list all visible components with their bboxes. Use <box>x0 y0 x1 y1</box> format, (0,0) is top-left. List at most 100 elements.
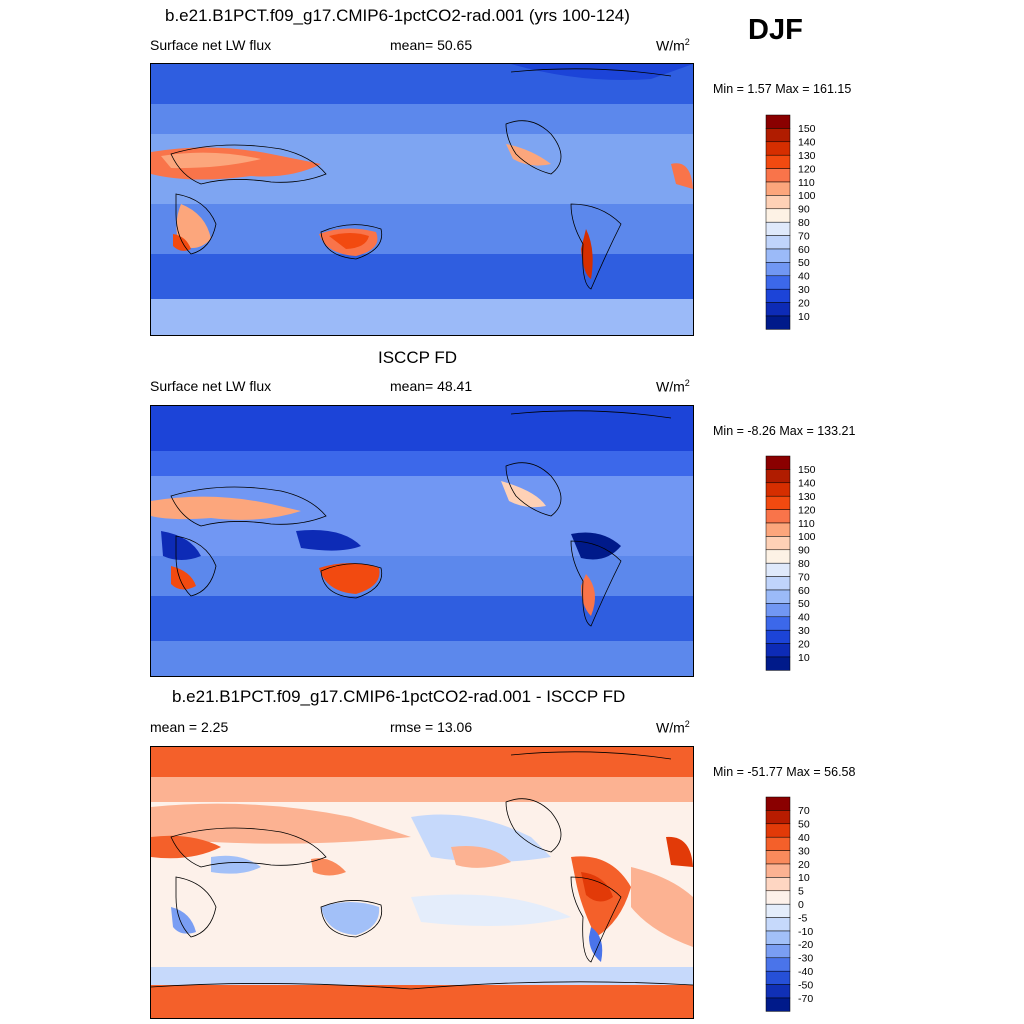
panel1-units: W/m2 <box>656 37 690 54</box>
panel1-colorbar-label: 90 <box>798 204 810 216</box>
panel3-colorbar-label: 5 <box>798 886 804 898</box>
panel2-colorbar-label: 40 <box>798 612 810 624</box>
panel3-colorbar-box <box>765 984 791 999</box>
panel2-units: W/m2 <box>656 378 690 395</box>
panel3-colorbar-label: 40 <box>798 832 810 844</box>
panel1-colorbar-box <box>765 302 791 317</box>
panel3-colorbar-box <box>765 944 791 959</box>
panel2-mean-label: mean= 48.41 <box>390 378 473 394</box>
panel2-colorbar-box <box>765 522 791 537</box>
panel1-colorbar-box <box>765 195 791 210</box>
panel3-colorbar-label: 10 <box>798 872 810 884</box>
panel2-colorbar-label: 120 <box>798 504 816 516</box>
panel3-colorbar-label: 30 <box>798 845 810 857</box>
panel3-colorbar-label: -10 <box>798 926 813 938</box>
panel1-min-max: Min = 1.57 Max = 161.15 <box>713 82 852 96</box>
panel1-colorbar-box <box>765 128 791 143</box>
panel3-mean-label: mean = 2.25 <box>150 719 229 735</box>
panel1-map <box>150 63 694 336</box>
panel1-colorbar-label: 70 <box>798 230 810 242</box>
panel3-colorbar-box <box>765 850 791 865</box>
panel2-colorbar-label: 10 <box>798 652 810 664</box>
panel3-colorbar-box <box>765 957 791 972</box>
panel2-colorbar-box <box>765 656 791 671</box>
panel1-colorbar-box <box>765 154 791 169</box>
panel1-colorbar-box <box>765 315 791 330</box>
panel1-variable-label: Surface net LW flux <box>150 37 272 53</box>
panel1-colorbar-label: 100 <box>798 190 816 202</box>
panel1-colorbar-label: 30 <box>798 284 810 296</box>
panel2-colorbar-box <box>765 495 791 510</box>
panel2-colorbar-label: 50 <box>798 598 810 610</box>
panel3-colorbar-label: -20 <box>798 939 813 951</box>
panel3-colorbar-box <box>765 796 791 811</box>
panel3-colorbar-box <box>765 836 791 851</box>
panel3-min-max: Min = -51.77 Max = 56.58 <box>713 765 856 779</box>
panel3-colorbar-box <box>765 823 791 838</box>
panel2-colorbar-box <box>765 576 791 591</box>
panel3-colorbar-box <box>765 930 791 945</box>
panel3-colorbar-box <box>765 890 791 905</box>
panel1-colorbar-box <box>765 114 791 129</box>
panel1-title: b.e21.B1PCT.f09_g17.CMIP6-1pctCO2-rad.00… <box>165 6 630 25</box>
panel2-colorbar-label: 110 <box>798 518 815 530</box>
panel1-colorbar-label: 120 <box>798 163 816 175</box>
panel1-colorbar-label: 130 <box>798 150 816 162</box>
panel2-colorbar-box <box>765 509 791 524</box>
panel1-colorbar-box <box>765 168 791 183</box>
panel3-colorbar-box <box>765 917 791 932</box>
panel1-colorbar: 150 140 130 120 110 100 90 80 70 60 50 40 30 20 10 <box>765 114 826 330</box>
panel3-colorbar-box <box>765 903 791 918</box>
panel3-colorbar-label: -30 <box>798 953 813 965</box>
panel3-colorbar-box <box>765 877 791 892</box>
panel2-colorbar-label: 20 <box>798 638 810 650</box>
panel2-colorbar-label: 90 <box>798 545 810 557</box>
panel3-colorbar-box <box>765 810 791 825</box>
panel3-colorbar-label: 0 <box>798 899 804 911</box>
panel1-colorbar-box <box>765 288 791 303</box>
panel3-colorbar-box <box>765 997 791 1012</box>
panel2-colorbar-box <box>765 455 791 470</box>
panel1-colorbar-box <box>765 221 791 236</box>
panel1-colorbar-label: 150 <box>798 123 816 135</box>
panel1-colorbar-box <box>765 208 791 223</box>
panel2-colorbar-box <box>765 643 791 658</box>
panel1-colorbar-box <box>765 248 791 263</box>
panel3-colorbar-label: -50 <box>798 979 813 991</box>
panel3-colorbar-label: 50 <box>798 819 810 831</box>
panel2-colorbar-box <box>765 616 791 631</box>
panel1-colorbar-label: 20 <box>798 297 810 309</box>
panel2-colorbar-label: 130 <box>798 491 816 503</box>
panel3-units: W/m2 <box>656 719 690 736</box>
panel2-colorbar-box <box>765 562 791 577</box>
panel3-map <box>150 746 694 1019</box>
panel1-colorbar-label: 80 <box>798 217 810 229</box>
panel3-colorbar-box <box>765 970 791 985</box>
panel2-colorbar-label: 100 <box>798 531 816 543</box>
panel2-colorbar-box <box>765 603 791 618</box>
panel2-colorbar-label: 30 <box>798 625 810 637</box>
panel1-colorbar-box <box>765 262 791 277</box>
panel3-colorbar-label: -70 <box>798 993 813 1005</box>
panel2-variable-label: Surface net LW flux <box>150 378 272 394</box>
panel1-colorbar-label: 140 <box>798 137 816 149</box>
panel2-colorbar-box <box>765 536 791 551</box>
panel2-colorbar-label: 150 <box>798 464 816 476</box>
panel2-title: ISCCP FD <box>378 348 458 367</box>
panel2-min-max: Min = -8.26 Max = 133.21 <box>713 424 856 438</box>
panel2-colorbar-box <box>765 469 791 484</box>
panel1-colorbar-box <box>765 235 791 250</box>
panel2-colorbar: 150 140 130 120 110 100 90 80 70 60 50 40 30 20 10 <box>765 455 826 671</box>
panel2-colorbar-box <box>765 482 791 497</box>
panel3-title: b.e21.B1PCT.f09_g17.CMIP6-1pctCO2-rad.00… <box>172 687 626 706</box>
panel3-colorbar-label: 20 <box>798 859 810 871</box>
panel3-colorbar-box <box>765 863 791 878</box>
panel1-colorbar-box <box>765 181 791 196</box>
panel2-colorbar-box <box>765 629 791 644</box>
season-label: DJF <box>748 14 803 46</box>
panel3-colorbar-label: -40 <box>798 966 813 978</box>
panel2-colorbar-label: 80 <box>798 558 810 570</box>
panel1-colorbar-label: 50 <box>798 257 810 269</box>
